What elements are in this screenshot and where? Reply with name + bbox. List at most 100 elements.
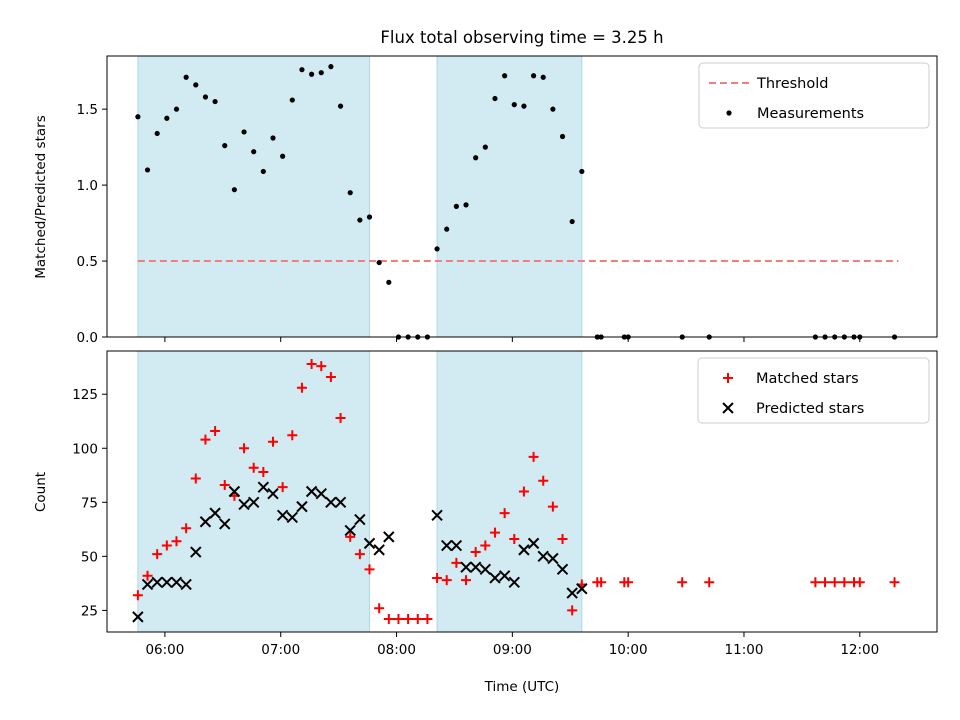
matched-star-point — [547, 501, 558, 512]
legend-label: Matched stars — [756, 371, 859, 387]
bottom-y-tick-label: 75 — [81, 495, 98, 511]
measurement-point — [270, 135, 276, 141]
predicted-star-point — [132, 611, 144, 623]
legend-matched-swatch — [723, 373, 733, 383]
matched-star-point — [461, 575, 472, 586]
matched-star-point — [677, 577, 688, 588]
predicted-star-point — [383, 531, 395, 543]
x-tick-label: 07:00 — [261, 642, 300, 658]
predicted-star-point — [508, 576, 520, 588]
measurement-point — [164, 115, 170, 121]
top-shaded-window-1 — [137, 55, 371, 338]
matched-star-point — [509, 534, 520, 545]
predicted-star-point — [238, 498, 250, 511]
bottom-panel-counts: 25 50 75 100 125 06:00 07:00 08:00 09:00 10:00 11:… — [72, 350, 938, 658]
predicted-star-point — [180, 578, 192, 591]
predicted-star-point — [209, 507, 221, 519]
predicted-star-point — [219, 518, 231, 530]
measurement-point — [260, 168, 266, 175]
predicted-star-point — [141, 578, 154, 591]
measurement-point — [482, 144, 488, 150]
matched-star-point — [335, 413, 346, 424]
matched-star-point — [412, 614, 423, 625]
measurement-point — [569, 218, 575, 225]
predicted-star-point — [441, 539, 453, 552]
top-axes-frame — [106, 55, 938, 338]
measurement-point — [376, 259, 382, 266]
predicted-star-point — [354, 513, 366, 526]
top-legend: Threshold Measurements — [698, 62, 930, 129]
matched-star-point — [258, 467, 269, 478]
x-tick-label: 08:00 — [377, 642, 416, 658]
matched-star-point — [239, 443, 250, 454]
matched-star-point — [470, 547, 481, 558]
matched-star-point — [142, 570, 153, 581]
predicted-star-point — [431, 509, 443, 521]
measurement-point — [222, 143, 228, 149]
matched-star-point — [829, 577, 840, 588]
bottom-series-2 — [132, 481, 588, 623]
measurement-point — [241, 129, 247, 135]
predicted-star-point — [334, 496, 347, 509]
matched-star-point — [596, 577, 607, 588]
x-tick-label: 10:00 — [609, 642, 648, 658]
measurement-point — [511, 102, 517, 108]
bottom-y-tick-label: 100 — [72, 441, 98, 457]
x-tick-label: 09:00 — [493, 642, 532, 658]
predicted-star-point — [315, 487, 327, 500]
measurement-point — [579, 168, 585, 175]
matched-star-point — [403, 614, 414, 625]
bottom-y-tick-label: 50 — [81, 549, 98, 565]
measurement-point — [357, 217, 363, 223]
matched-star-point — [248, 462, 259, 473]
predicted-star-point — [305, 485, 318, 498]
matched-star-point — [287, 430, 298, 441]
bottom-y-tick-label: 25 — [81, 603, 98, 619]
top-y-tick-label: 0.0 — [77, 330, 98, 346]
bottom-y-tick-label: 125 — [72, 387, 98, 403]
matched-star-point — [181, 523, 192, 534]
matched-star-point — [268, 436, 278, 447]
measurement-point — [280, 153, 286, 159]
bottom-legend: Matched stars Predicted stars — [697, 357, 930, 424]
top-y-axis-label: Matched/Predicted stars — [33, 115, 49, 278]
bottom-y-axis-label: Count — [33, 472, 49, 512]
predicted-star-point — [276, 509, 289, 521]
measurement-point — [347, 190, 353, 196]
measurement-point — [135, 114, 141, 120]
predicted-star-point — [267, 487, 279, 500]
measurement-point — [453, 203, 459, 209]
top-panel-ratio: 0.0 0.5 1.0 1.5 Threshold Measurements — [77, 55, 938, 346]
matched-star-point — [161, 540, 172, 551]
matched-star-point — [296, 382, 307, 393]
bottom-legend-box — [697, 357, 930, 424]
matched-star-point — [889, 577, 900, 588]
predicted-star-point — [344, 524, 356, 537]
predicted-star-point — [286, 511, 299, 524]
predicted-star-point — [479, 563, 492, 576]
matched-star-point — [210, 425, 221, 436]
measurement-point — [502, 73, 508, 79]
measurement-point — [550, 106, 556, 112]
predicted-star-point — [566, 587, 578, 599]
measurement-point — [231, 187, 237, 193]
measurement-point — [251, 149, 257, 155]
predicted-star-point — [151, 576, 163, 588]
measurement-point — [183, 74, 189, 80]
predicted-star-point — [576, 583, 588, 595]
top-y-tick-label: 0.5 — [77, 254, 98, 270]
predicted-star-point — [489, 572, 501, 584]
legend-label: Predicted stars — [756, 401, 864, 417]
measurement-point — [193, 82, 199, 88]
measurement-point — [386, 279, 392, 285]
predicted-star-point — [373, 544, 385, 556]
measurement-point — [212, 98, 218, 105]
matched-star-point — [839, 577, 850, 588]
measurement-point — [328, 64, 334, 70]
predicted-star-point — [556, 563, 569, 576]
matched-star-point — [820, 577, 831, 588]
predicted-star-point — [363, 537, 376, 550]
matched-star-point — [432, 572, 443, 583]
predicted-star-point — [257, 481, 270, 493]
bottom-shaded-window-1 — [137, 350, 371, 633]
